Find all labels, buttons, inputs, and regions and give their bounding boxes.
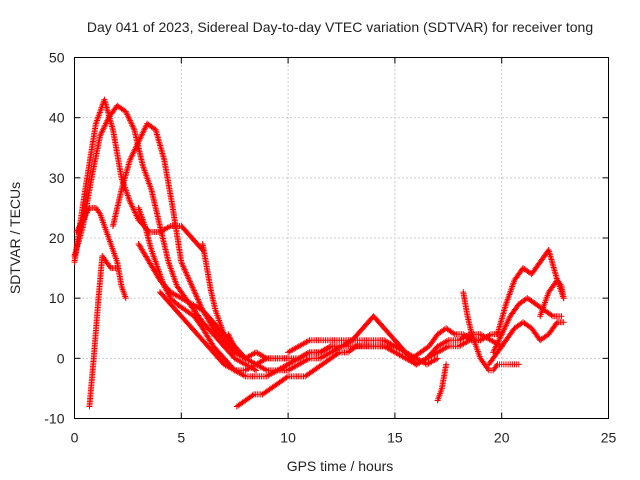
y-tick-label: 20	[49, 230, 65, 246]
series-track-14	[408, 325, 484, 362]
y-tick-label: 40	[49, 110, 65, 126]
series-markers	[537, 277, 567, 320]
x-tick-label: 20	[494, 430, 510, 446]
series-markers	[225, 331, 292, 362]
y-tick-label: 30	[49, 170, 65, 186]
y-axis-label: SDTVAR / TECUs	[7, 182, 23, 294]
axis-ticks	[74, 57, 609, 419]
series-track-5	[109, 120, 249, 362]
chart-title: Day 041 of 2023, Sidereal Day-to-day VTE…	[87, 19, 593, 35]
series-markers	[434, 361, 450, 404]
x-tick-label: 15	[387, 430, 403, 446]
series-markers	[71, 102, 260, 374]
series-markers	[285, 337, 441, 368]
x-tick-label: 25	[601, 430, 617, 446]
series-track-9	[199, 241, 228, 338]
x-tick-labels: 0 5 10 15 20 25	[71, 430, 617, 446]
x-tick-label: 10	[280, 430, 296, 446]
series-markers	[408, 325, 484, 362]
series-track-3	[73, 204, 129, 302]
series-track-4	[86, 253, 121, 410]
grid-lines	[74, 57, 609, 419]
x-tick-label: 5	[177, 430, 185, 446]
series-track-10	[225, 331, 292, 362]
series-track-15	[434, 361, 450, 404]
y-tick-label: 50	[49, 50, 65, 66]
series-markers	[485, 319, 567, 368]
series-track-13	[285, 337, 441, 368]
series-track-2	[71, 102, 260, 374]
series-track-17	[485, 319, 567, 368]
series-track-16	[460, 289, 522, 374]
data-points	[71, 96, 567, 410]
series-markers	[460, 289, 522, 374]
x-tick-label: 0	[71, 430, 79, 446]
y-tick-label: 10	[49, 290, 65, 306]
x-axis-label: GPS time / hours	[287, 458, 394, 474]
series-markers	[86, 253, 121, 410]
series-markers	[199, 241, 228, 338]
y-tick-label: -10	[44, 411, 64, 427]
y-tick-label: 0	[57, 350, 65, 366]
series-markers	[73, 204, 129, 302]
series-markers	[109, 120, 249, 362]
series-track-20	[537, 277, 567, 320]
y-tick-labels: -10 0 10 20 30 40 50	[44, 50, 64, 427]
